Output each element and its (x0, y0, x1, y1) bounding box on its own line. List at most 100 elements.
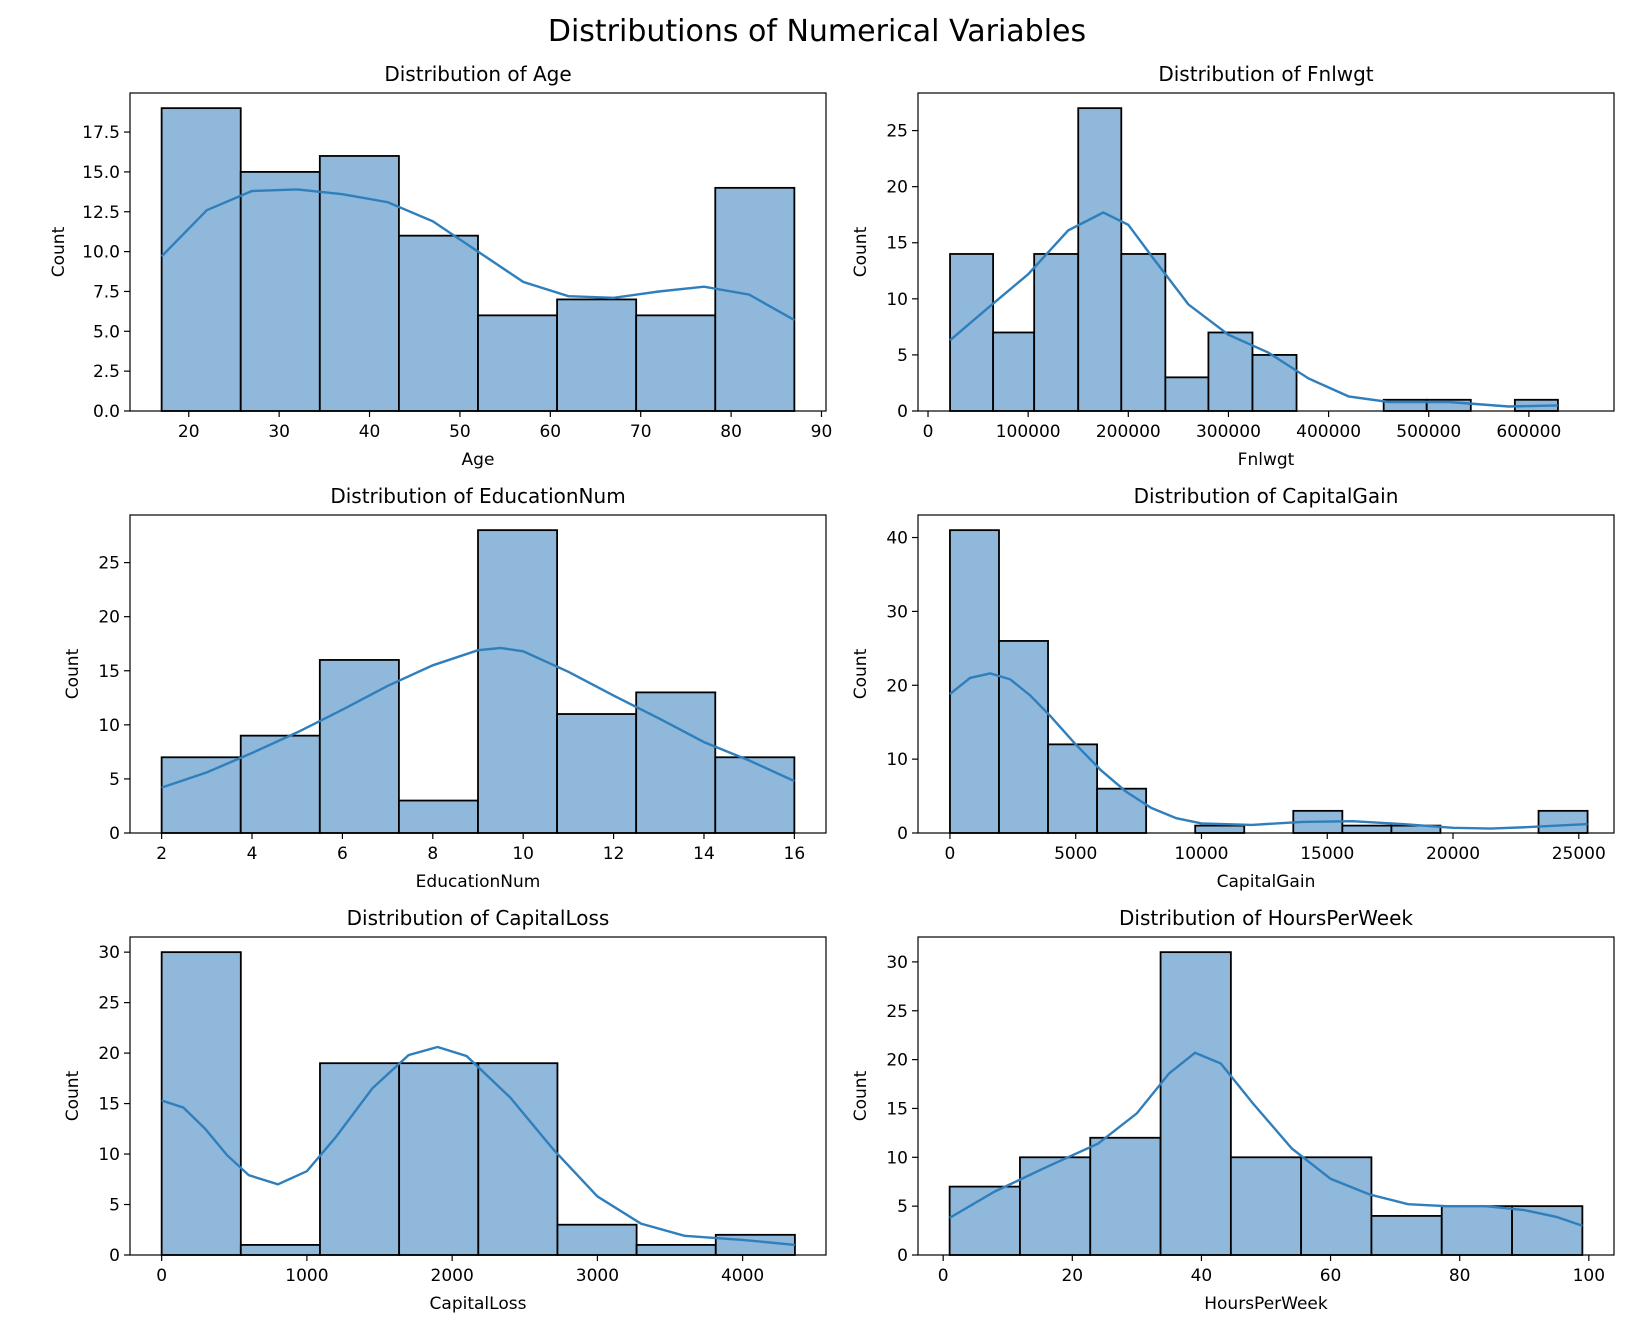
y-tick-label: 10 (98, 1145, 120, 1165)
histogram-bar (1033, 253, 1080, 412)
y-tick-label: 17.5 (82, 123, 120, 143)
x-tick-label: 90 (811, 422, 833, 442)
x-axis-label: Fnlwgt (1238, 450, 1295, 470)
x-tick-label: 60 (539, 422, 561, 442)
subplot-title: Distribution of EducationNum (330, 484, 625, 508)
x-tick-label: 40 (1191, 1266, 1213, 1286)
x-tick-label: 4000 (721, 1266, 764, 1286)
x-tick-label: 600000 (1496, 422, 1561, 442)
x-tick-label: 100 (1573, 1266, 1605, 1286)
histogram-bar (160, 107, 242, 412)
y-tick-label: 20 (886, 178, 908, 198)
axes-frame (129, 936, 827, 1256)
figure-title: Distributions of Numerical Variables (547, 14, 1087, 49)
x-tick-label: 50 (449, 422, 471, 442)
y-axis-label: Count (63, 1070, 83, 1121)
axes-frame (917, 92, 1615, 412)
x-tick-label: 6 (337, 844, 348, 864)
y-tick-label: 30 (886, 953, 908, 973)
histogram-bar (1194, 824, 1246, 834)
x-tick-label: 1000 (285, 1266, 328, 1286)
y-tick-label: 20 (886, 1051, 908, 1071)
x-tick-label: 70 (630, 422, 652, 442)
histogram-bar (477, 314, 558, 412)
y-tick-label: 15 (98, 1095, 120, 1115)
histogram-bar (556, 1223, 638, 1256)
x-tick-label: 16 (784, 844, 806, 864)
x-tick-label: 40 (359, 422, 381, 442)
capitalgain-histogram: 0 5000 10000 15000 20000 25000 0 10 20 30 40 Distri… (851, 484, 1615, 892)
y-tick-label: 0 (897, 1246, 908, 1266)
kde-line (948, 1051, 1583, 1227)
histogram-bar (949, 253, 995, 412)
x-axis-label: CapitalLoss (430, 1294, 527, 1314)
y-tick-label: 10 (98, 716, 120, 736)
kde-line (161, 646, 795, 789)
histogram-bar (1537, 809, 1589, 834)
histogram-bar (714, 186, 796, 412)
subplot-title: Distribution of CapitalLoss (347, 906, 610, 930)
axes-frame (917, 514, 1615, 834)
histogram-bar (714, 756, 796, 834)
y-tick-label: 15.0 (82, 163, 120, 183)
histogram-bar (635, 1244, 717, 1256)
x-tick-label: 0 (923, 422, 934, 442)
histogram-bar (1440, 1205, 1513, 1256)
y-tick-label: 25 (98, 554, 120, 574)
histogram-bar (1251, 354, 1298, 412)
x-tick-label: 14 (693, 844, 715, 864)
x-tick-label: 10000 (1174, 844, 1228, 864)
y-tick-label: 40 (886, 529, 908, 549)
histogram-bar (1341, 824, 1393, 834)
y-tick-label: 20 (98, 1044, 120, 1064)
histogram-bar (398, 1062, 480, 1256)
x-tick-label: 20000 (1426, 844, 1480, 864)
histogram-bar (635, 314, 717, 412)
histogram-bar (318, 659, 400, 834)
x-tick-label: 0 (156, 1266, 167, 1286)
histogram-bar (1089, 1136, 1162, 1256)
x-tick-label: 100000 (996, 422, 1061, 442)
kde-line (949, 211, 1558, 408)
y-tick-label: 25 (98, 994, 120, 1014)
x-axis-label: Age (462, 450, 495, 470)
histogram-bar (239, 1244, 321, 1256)
y-tick-label: 5 (897, 1197, 908, 1217)
age-histogram: 20 30 40 50 60 70 80 90 0.0 2.5 5.0 7.5 10.0 12.5 15.0… (49, 62, 833, 470)
histogram-bar (398, 799, 479, 834)
kde-line (161, 1045, 796, 1247)
x-tick-label: 200000 (1096, 422, 1161, 442)
educationnum-histogram: 2 4 6 8 10 12 14 16 0 5 10 15 20 25 Distribution of Ed… (63, 484, 827, 892)
capitalloss-histogram: 0 1000 2000 3000 4000 0 5 10 15 20 25 30 Distributio… (63, 906, 827, 1314)
histogram-bar (1370, 1215, 1443, 1256)
histogram-bar (1096, 787, 1148, 834)
histogram-bar (1229, 1156, 1303, 1256)
x-axis-label: HoursPerWeek (1204, 1294, 1328, 1314)
x-tick-label: 4 (247, 844, 258, 864)
histogram-bar (160, 756, 242, 834)
subplot-title: Distribution of Fnlwgt (1158, 62, 1373, 86)
histogram-bar (1207, 331, 1254, 412)
y-tick-label: 10.0 (82, 243, 120, 263)
histogram-bar (319, 1062, 401, 1256)
subplot-title: Distribution of CapitalGain (1134, 484, 1399, 508)
axes-frame (129, 514, 827, 834)
histogram-bar (635, 691, 717, 834)
histogram-bar (556, 713, 638, 834)
y-tick-label: 5 (897, 346, 908, 366)
x-tick-label: 20 (1061, 1266, 1083, 1286)
histogram-bar (1077, 107, 1123, 412)
x-tick-label: 8 (427, 844, 438, 864)
subplot-title: Distribution of HoursPerWeek (1119, 906, 1413, 930)
x-tick-label: 2000 (431, 1266, 474, 1286)
x-axis-label: CapitalGain (1217, 872, 1316, 892)
histogram-bar (398, 234, 479, 412)
x-tick-label: 3000 (576, 1266, 619, 1286)
y-tick-label: 5 (109, 1196, 120, 1216)
histogram-bar (1300, 1156, 1373, 1256)
x-tick-label: 80 (1449, 1266, 1471, 1286)
y-tick-label: 15 (98, 662, 120, 682)
histogram-bar (556, 298, 638, 412)
subplot-title: Distribution of Age (384, 62, 571, 86)
y-tick-label: 0 (897, 402, 908, 422)
